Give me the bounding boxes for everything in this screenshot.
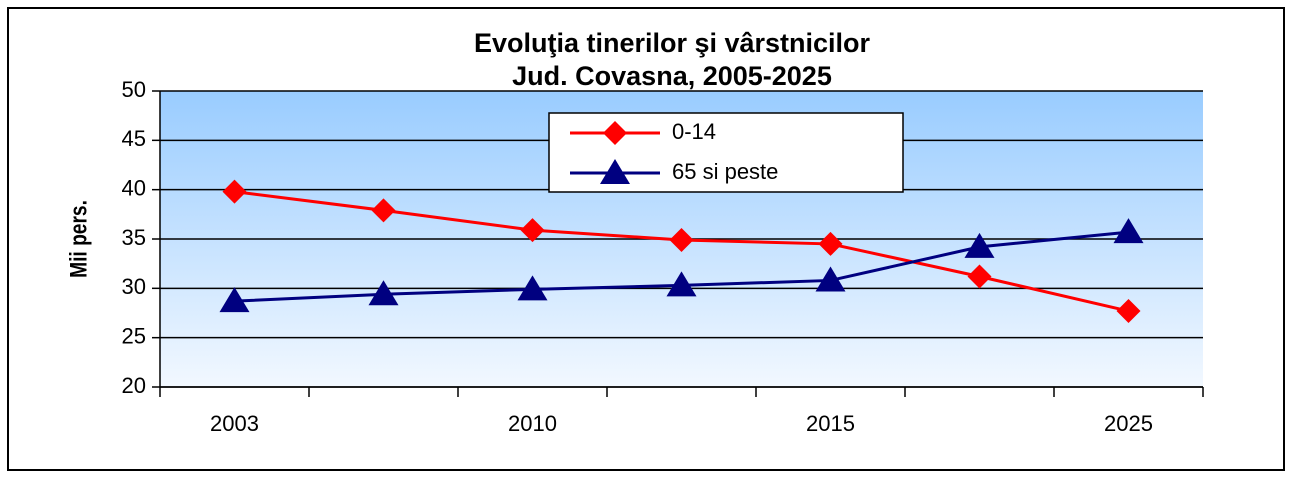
x-tick-label: 2015 [806, 411, 855, 436]
marker [219, 287, 250, 313]
marker [818, 231, 843, 256]
chart-title: Evoluţia tinerilor şi vârstnicilor [474, 28, 871, 58]
marker [520, 218, 545, 243]
x-tick-label: 2025 [1104, 411, 1153, 436]
marker [964, 232, 995, 258]
x-tick-label: 2003 [210, 411, 259, 436]
legend-marker [600, 159, 630, 184]
y-tick-label: 40 [122, 175, 146, 200]
marker [669, 227, 694, 252]
y-tick-label: 20 [122, 373, 146, 398]
marker [815, 266, 846, 292]
marker [517, 275, 548, 301]
y-tick-label: 35 [122, 225, 146, 250]
y-axis-label: Mii pers. [64, 200, 92, 278]
chart-subtitle: Jud. Covasna, 2005-2025 [512, 61, 832, 91]
marker [1116, 299, 1141, 324]
y-tick-label: 25 [122, 323, 146, 348]
legend-label: 65 si peste [672, 159, 778, 184]
marker [967, 264, 992, 289]
legend-marker [603, 121, 627, 145]
marker [222, 179, 247, 204]
y-tick-label: 50 [122, 77, 146, 102]
marker [666, 271, 697, 297]
y-tick-label: 30 [122, 274, 146, 299]
marker [368, 280, 399, 306]
legend-label: 0-14 [672, 119, 716, 144]
marker [1113, 218, 1144, 244]
x-tick-label: 2010 [508, 411, 557, 436]
y-tick-label: 45 [122, 126, 146, 151]
marker [371, 198, 396, 223]
